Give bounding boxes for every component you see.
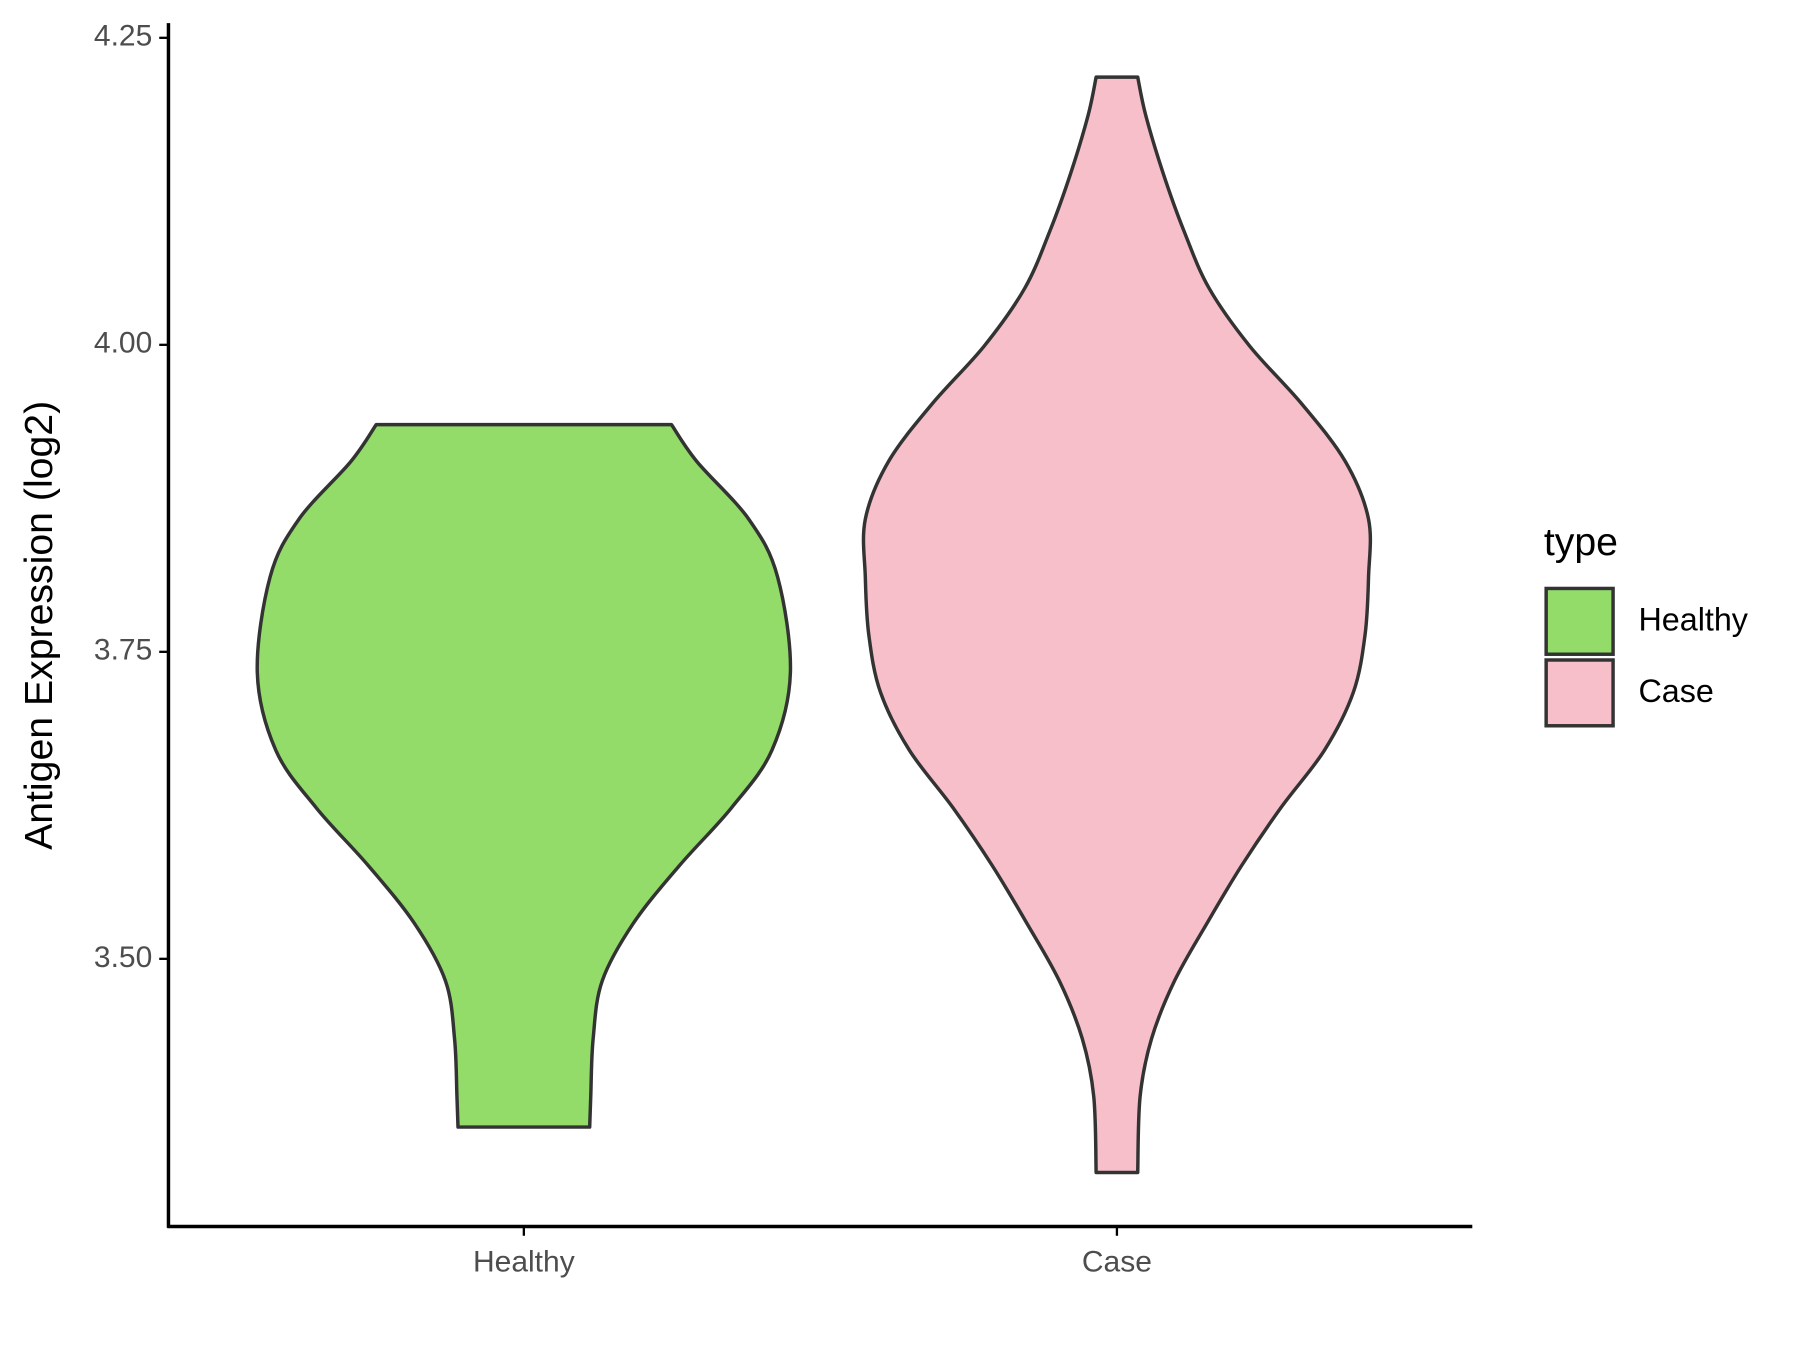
legend-key xyxy=(1544,658,1615,728)
y-tick-label: 3.50 xyxy=(94,941,152,974)
y-tick-label: 3.75 xyxy=(94,634,152,667)
legend-title: type xyxy=(1544,520,1618,564)
legend-key xyxy=(1544,586,1615,656)
violin xyxy=(255,422,793,1129)
y-tick-label: 4.00 xyxy=(94,327,152,360)
x-tick-label: Healthy xyxy=(473,1245,575,1278)
y-tick-label: 4.25 xyxy=(94,20,152,53)
y-axis-title: Antigen Expression (log2) xyxy=(17,401,61,850)
x-tick-label: Case xyxy=(1082,1245,1152,1278)
legend-label: Case xyxy=(1638,673,1713,709)
legend-label: Healthy xyxy=(1638,601,1748,637)
violin xyxy=(861,75,1373,1175)
